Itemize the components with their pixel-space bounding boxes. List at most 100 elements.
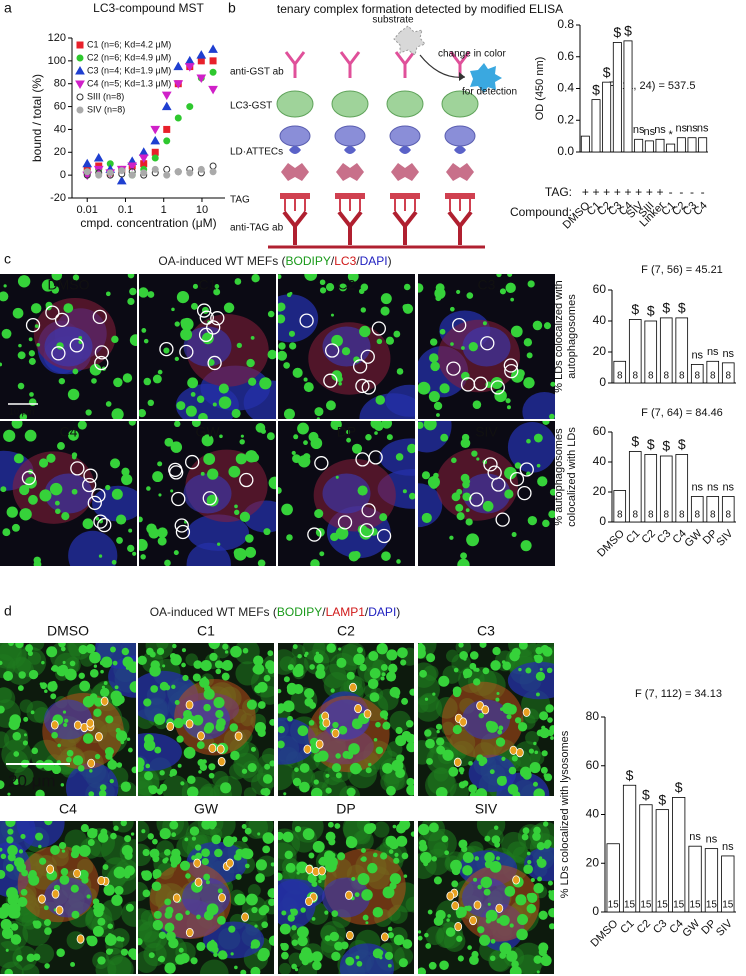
lipid-droplet [254, 684, 263, 694]
marker [127, 162, 138, 172]
lipid-droplet [334, 941, 344, 951]
legend-marker [76, 106, 84, 114]
lipid-droplet [220, 952, 228, 960]
lipid-droplet [103, 884, 115, 896]
marker [163, 137, 171, 145]
lipid-droplet [351, 876, 356, 882]
diagram-label: substrate [372, 15, 414, 26]
lipid-droplet [170, 441, 183, 453]
legend-label: SIV (n=8) [87, 104, 125, 114]
lipid-droplet [376, 338, 383, 345]
lipid-droplet [381, 551, 391, 561]
bar [613, 360, 627, 384]
lipid-droplet [58, 643, 66, 648]
lipid-droplet [365, 921, 369, 925]
image-label: DMSO [47, 623, 89, 639]
tag-sign: + [635, 185, 642, 199]
lipid-droplet [264, 763, 271, 770]
lipid-droplet [287, 664, 294, 671]
legend-label: C3 (n=4; Kd=1.9 μM) [87, 65, 171, 75]
lipid-droplet [356, 647, 364, 654]
marker [151, 148, 159, 156]
lipid-droplet [218, 396, 232, 409]
lipid-droplet [395, 726, 403, 735]
lipid-droplet [450, 342, 454, 346]
colocalization-circle [346, 930, 354, 941]
colocalization-circle [446, 891, 455, 901]
lipid-droplet [338, 283, 347, 292]
lipid-droplet [313, 653, 324, 664]
marker [174, 168, 182, 176]
colocalization-circle [318, 866, 326, 876]
lipid-droplet [164, 559, 171, 566]
bar [688, 845, 702, 913]
lipid-droplet [526, 438, 531, 444]
lipid-droplet [196, 914, 201, 920]
panel-letter: a [4, 0, 12, 16]
lipid-droplet [278, 350, 288, 361]
marker [163, 125, 171, 133]
lipid-droplet [325, 831, 336, 842]
lipid-droplet [152, 374, 162, 384]
lipid-droplet [38, 844, 42, 849]
lipid-droplet [433, 876, 442, 885]
y-tick-label: 80 [586, 709, 600, 723]
title-part: / [331, 254, 335, 268]
lipid-droplet [263, 674, 271, 682]
lipid-droplet [3, 671, 14, 682]
lipid-droplet [462, 851, 474, 863]
lipid-droplet [379, 710, 389, 719]
lipid-droplet [105, 715, 114, 724]
n-label: 8 [617, 371, 623, 382]
tag-sign: + [582, 185, 589, 199]
lipid-droplet [283, 792, 287, 796]
lipid-droplet [57, 743, 62, 748]
lipid-droplet [143, 338, 149, 344]
lipid-droplet [380, 663, 388, 671]
colocalization-circle [92, 309, 107, 325]
lipid-droplet [240, 969, 247, 974]
lipid-droplet [499, 952, 507, 959]
lipid-droplet [372, 907, 384, 918]
lipid-droplet [354, 446, 358, 450]
micrograph [278, 421, 415, 566]
lipid-droplet [338, 647, 342, 651]
lipid-droplet [493, 825, 499, 830]
lipid-droplet [255, 859, 268, 871]
lipid-droplet [51, 731, 58, 739]
colocalization-circle [202, 491, 217, 506]
lc3-gst [276, 90, 314, 118]
lipid-droplet [431, 856, 437, 862]
anti-tag [392, 210, 418, 245]
micrograph [139, 274, 276, 419]
lipid-droplet [297, 725, 309, 737]
y-tick-label: 60 [593, 424, 607, 438]
colocalization-circle [51, 346, 66, 361]
lipid-droplet [7, 828, 14, 835]
lipid-droplet [300, 907, 306, 913]
lipid-droplet [67, 388, 80, 401]
lipid-droplet [489, 769, 495, 775]
lipid-droplet [33, 560, 42, 566]
lipid-droplet [315, 651, 320, 656]
lipid-droplet [293, 683, 304, 695]
lipid-droplet [127, 297, 135, 306]
lipid-droplet [360, 307, 367, 313]
lipid-droplet [485, 918, 492, 924]
lipid-droplet [187, 775, 196, 785]
marker [93, 152, 104, 162]
lipid-droplet [257, 701, 266, 709]
lipid-droplet [434, 287, 446, 299]
lipid-droplet [451, 880, 459, 888]
x-tick-label: C1 [618, 918, 636, 936]
bodipy-haze [418, 699, 429, 713]
lipid-droplet [44, 963, 50, 969]
colocalization-circle [206, 320, 221, 335]
lipid-droplet [190, 957, 198, 965]
lipid-droplet [17, 896, 28, 908]
image-label: C4 [59, 801, 77, 817]
lipid-droplet [468, 342, 478, 352]
image-label: GW [194, 801, 219, 817]
significance-label: $ [662, 300, 670, 316]
lipid-droplet [180, 781, 185, 786]
